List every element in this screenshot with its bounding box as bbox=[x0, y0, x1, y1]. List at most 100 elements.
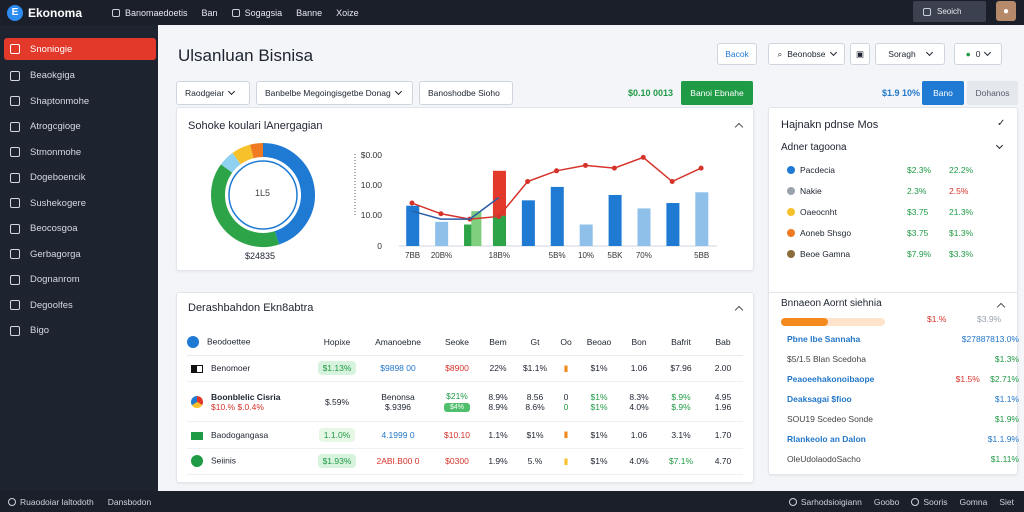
progress-fill bbox=[781, 318, 828, 326]
status-right-item[interactable]: Sarhodsioigiann bbox=[788, 497, 862, 507]
top-search-button[interactable]: Seoich bbox=[913, 1, 986, 22]
sidebar-item-label: Beocosgoa bbox=[30, 223, 78, 235]
top-nav-item[interactable]: Sogagsia bbox=[231, 8, 282, 18]
collapse-icon[interactable] bbox=[734, 305, 744, 315]
sidebar-item[interactable]: Sushekogere bbox=[0, 191, 158, 217]
data-table: Beodoettee Hopixe Amanoebne Seoke Bem Gt… bbox=[187, 329, 743, 475]
status-left-item[interactable]: Dansbodon bbox=[107, 496, 152, 507]
table-row[interactable]: Baodogangasa 1.1.0% 4.1999 0 $10.10 1.1%… bbox=[187, 421, 743, 449]
top-nav-item[interactable]: Banne bbox=[296, 7, 323, 18]
blue-action-button[interactable]: Bano bbox=[922, 81, 964, 105]
item-name: Pacdecia bbox=[800, 164, 835, 175]
list-item[interactable]: $5/1.5 Blan Scedoha $1.3% bbox=[787, 349, 1019, 369]
primary-action-button[interactable]: Banoi Ebnahe bbox=[681, 81, 753, 105]
secondary-action-button[interactable]: Dohanos bbox=[967, 81, 1018, 105]
list-item[interactable]: Aoneb Shsgo $3.75 $1.3% bbox=[787, 222, 997, 243]
search-button[interactable]: ⌕ Beonobse bbox=[768, 43, 845, 65]
column-header[interactable]: Amanoebne bbox=[361, 329, 435, 356]
sidebar-item[interactable]: Dognanrom bbox=[0, 267, 158, 293]
nav-icon bbox=[112, 8, 120, 17]
sidebar-item[interactable]: Shaptonmohe bbox=[0, 89, 158, 115]
sidebar-item[interactable]: Atrogcgioge bbox=[0, 114, 158, 140]
top-nav-item[interactable]: Ban bbox=[201, 7, 218, 18]
item-name: $5/1.5 Blan Scedoha bbox=[787, 354, 866, 364]
status-right-item[interactable]: Sooris bbox=[911, 497, 947, 507]
bar bbox=[492, 178, 506, 216]
filter-dropdown-1[interactable]: Raodgeiar bbox=[176, 81, 250, 105]
column-header[interactable]: Beoao bbox=[579, 329, 619, 356]
cell: $9898 00 bbox=[361, 355, 435, 382]
table-row[interactable]: Benomoer $1.13% $9898 00 $8900 22% $1.1%… bbox=[187, 355, 743, 382]
chart-svg: 0 10.00 10.00 $0.00 7BB 20B% 18B% 5B% 10% 5BK 70% 5… bbox=[211, 143, 717, 260]
top-nav-item[interactable]: Banomaedoetis bbox=[112, 8, 188, 18]
column-header[interactable]: Beodoettee bbox=[187, 329, 313, 356]
sidebar-item-label: Dognanrom bbox=[30, 274, 80, 286]
sidebar-item[interactable]: Bigo bbox=[0, 318, 158, 344]
collapse-icon[interactable] bbox=[996, 302, 1006, 312]
status-dropdown[interactable]: ● 0 bbox=[954, 43, 1002, 65]
value-pill: 1.1.0% bbox=[318, 427, 356, 442]
column-header[interactable]: Hopixe bbox=[313, 329, 361, 356]
table-row[interactable]: Boonblelic Cisria $10.% $.0.4% $.59% Beno… bbox=[187, 381, 743, 422]
bar bbox=[579, 224, 593, 246]
list-item[interactable]: Peaoeehakonoibaope $1.5% $2.71% bbox=[787, 369, 1019, 389]
list-item[interactable]: Rlankeolo an Dalon $1.1.9% bbox=[787, 429, 1019, 449]
cell: 3.1% bbox=[659, 421, 703, 449]
top-nav-item[interactable]: Xoize bbox=[336, 7, 359, 18]
sidebar-item[interactable]: Degoolfes bbox=[0, 293, 158, 319]
column-header[interactable]: Bafrit bbox=[659, 329, 703, 356]
status-right-item[interactable]: Gomna bbox=[959, 496, 988, 507]
sidebar-item[interactable]: Beaokgiga bbox=[0, 63, 158, 89]
x-tick-label: 5BK bbox=[607, 251, 623, 260]
list-item[interactable]: Oaeocnht $3.75 21.3% bbox=[787, 201, 997, 222]
cell: 22% bbox=[479, 355, 517, 382]
sidebar-item[interactable]: Stmonmohe bbox=[0, 140, 158, 166]
filter-dropdown-2[interactable]: Banbelbe Megoingisgetbe Donag bbox=[256, 81, 413, 105]
status-icon bbox=[8, 498, 16, 507]
item-value: $3.75 bbox=[907, 206, 929, 217]
list-item[interactable]: Nakie 2.3% 2.5% bbox=[787, 180, 997, 201]
filter-dropdown-3[interactable]: Banoshodbe Sioho bbox=[419, 81, 513, 105]
list-item[interactable]: Pbne lbe Sannaha $27887813.0% bbox=[787, 329, 1019, 349]
bar bbox=[695, 192, 709, 246]
column-header[interactable]: Seoke bbox=[435, 329, 479, 356]
status-right-item[interactable]: Siet bbox=[999, 496, 1014, 507]
column-header[interactable]: Bem bbox=[479, 329, 517, 356]
filter-dropdown[interactable]: Soragh bbox=[875, 43, 945, 65]
sidebar-item-icon bbox=[10, 198, 20, 209]
y-tick-label: 10.00 bbox=[361, 210, 383, 220]
list-item[interactable]: Beoe Gamna $7.9% $3.3% bbox=[787, 243, 997, 264]
sidebar-item[interactable]: Gerbagorga bbox=[0, 242, 158, 268]
status-left-item[interactable]: Ruaodoiar laltodoth bbox=[8, 497, 94, 507]
bar bbox=[608, 194, 622, 246]
check-icon[interactable]: ✓ bbox=[997, 118, 1006, 129]
save-button[interactable]: Bacok bbox=[717, 43, 757, 65]
item-name: Oaeocnht bbox=[800, 206, 837, 217]
chevron-down-icon[interactable] bbox=[995, 140, 1004, 151]
sidebar-item[interactable]: Dogeboencik bbox=[0, 165, 158, 191]
sidebar-item-label: Bigo bbox=[30, 325, 50, 337]
list-item[interactable]: Pacdecia $2.3% 22.2% bbox=[787, 159, 997, 180]
list-item[interactable]: Deaksagai $fioo $1.1% bbox=[787, 389, 1019, 409]
user-avatar[interactable]: ● bbox=[996, 1, 1016, 21]
status-right-item[interactable]: Goobo bbox=[873, 496, 900, 507]
cell: 1.06 bbox=[619, 355, 659, 382]
sidebar-item[interactable]: Beocosgoa bbox=[0, 216, 158, 242]
calendar-button[interactable]: ▣ bbox=[850, 43, 870, 65]
column-header[interactable]: Bon bbox=[619, 329, 659, 356]
item-icon bbox=[787, 165, 795, 174]
column-header[interactable]: Gt bbox=[517, 329, 553, 356]
app-logo[interactable]: E Ekonoma bbox=[0, 4, 112, 21]
cell: $1% bbox=[517, 421, 553, 449]
donut-slice bbox=[232, 144, 254, 165]
cell: $0300 bbox=[435, 448, 479, 475]
line-point bbox=[496, 213, 502, 219]
column-header[interactable]: Bab bbox=[703, 329, 743, 356]
row-name: Baodogangasa bbox=[187, 421, 313, 449]
list-item[interactable]: OleUdolaodoSacho $1.11% bbox=[787, 449, 1019, 469]
info-icon bbox=[911, 498, 920, 507]
sidebar-item[interactable]: Snoniogie bbox=[4, 38, 156, 60]
list-item[interactable]: SOU19 Scedeo Sonde $1.9% bbox=[787, 409, 1019, 429]
table-row[interactable]: Seiinis $1.93% 2ABI.B00 0 $0300 1.9% 5.%… bbox=[187, 448, 743, 475]
column-header[interactable]: Oo bbox=[553, 329, 579, 356]
